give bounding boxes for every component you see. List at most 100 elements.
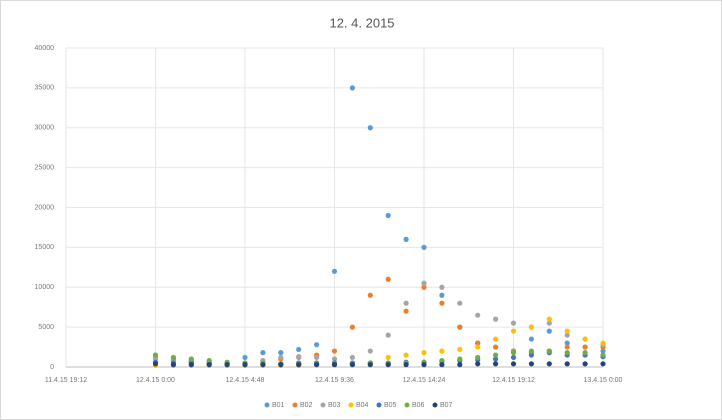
point	[546, 320, 552, 326]
point	[349, 324, 355, 330]
point	[528, 336, 535, 342]
legend-marker	[404, 402, 410, 408]
point	[475, 361, 481, 367]
legend-label: B06	[412, 402, 425, 409]
point	[493, 344, 499, 350]
point	[528, 361, 535, 367]
point	[528, 324, 535, 330]
y-tick-label: 5000	[38, 324, 54, 331]
point	[457, 356, 463, 362]
point	[582, 361, 588, 367]
point	[493, 316, 499, 322]
point	[510, 354, 517, 361]
point	[439, 284, 445, 290]
point	[600, 348, 606, 354]
point	[385, 212, 391, 219]
point	[564, 332, 570, 338]
legend-marker	[376, 402, 382, 408]
point	[564, 350, 570, 356]
y-tick-label: 25000	[35, 164, 55, 171]
legend-label: B07	[440, 402, 453, 409]
point	[403, 362, 409, 368]
point	[439, 292, 445, 298]
point	[367, 292, 373, 298]
point	[206, 358, 212, 364]
legend-label: B01	[272, 402, 285, 409]
y-tick-label: 15000	[35, 244, 55, 251]
point	[546, 348, 552, 354]
point	[510, 361, 517, 367]
point	[385, 276, 391, 282]
y-tick-label: 20000	[35, 204, 55, 211]
point	[331, 362, 338, 368]
point	[528, 352, 535, 358]
point	[403, 308, 409, 314]
point	[385, 332, 391, 338]
point	[582, 336, 588, 342]
point	[475, 344, 481, 350]
x-tick-label: 12.4.15 14:24	[403, 377, 446, 384]
point	[475, 354, 481, 361]
point	[493, 361, 499, 367]
point	[421, 350, 427, 356]
point	[260, 350, 266, 356]
point	[439, 300, 445, 306]
point	[385, 354, 391, 361]
point	[493, 352, 499, 358]
point	[314, 342, 320, 348]
point	[349, 85, 355, 91]
point	[349, 362, 355, 368]
legend-label: B04	[356, 402, 369, 409]
point	[528, 348, 535, 354]
point	[403, 300, 409, 306]
y-tick-label: 30000	[35, 125, 55, 132]
point	[403, 352, 409, 358]
point	[493, 336, 499, 342]
legend-label: B05	[384, 402, 397, 409]
point	[457, 300, 463, 306]
y-tick-label: 10000	[35, 284, 55, 291]
point	[260, 362, 266, 368]
point	[403, 236, 409, 242]
point	[152, 361, 159, 367]
point	[510, 350, 517, 356]
point	[224, 362, 230, 368]
point	[242, 354, 248, 361]
point	[475, 312, 481, 318]
point	[242, 362, 248, 368]
point	[564, 328, 570, 334]
point	[152, 352, 159, 358]
point	[170, 354, 176, 361]
point	[421, 280, 427, 286]
point	[600, 352, 606, 358]
legend-marker	[320, 402, 326, 408]
point	[314, 354, 320, 361]
point	[546, 316, 552, 322]
point	[421, 362, 427, 368]
legend-label: B02	[300, 402, 313, 409]
point	[546, 328, 552, 334]
point	[367, 125, 373, 131]
point	[475, 340, 481, 346]
point	[331, 356, 338, 362]
point	[510, 328, 517, 334]
point	[188, 362, 194, 368]
point	[421, 284, 427, 290]
point	[600, 361, 606, 367]
point	[278, 350, 284, 356]
x-tick-label: 12.4.15 4:48	[226, 377, 265, 384]
x-tick-label: 12.4.15 0:00	[136, 377, 175, 384]
point	[582, 344, 588, 350]
point	[278, 354, 284, 361]
legend-marker	[348, 402, 354, 408]
chart-title: 12. 4. 2015	[329, 15, 394, 30]
point	[278, 362, 284, 368]
point	[206, 362, 212, 368]
point	[331, 268, 338, 274]
point	[331, 348, 338, 354]
point	[600, 340, 606, 346]
point	[439, 362, 445, 368]
point	[457, 324, 463, 330]
